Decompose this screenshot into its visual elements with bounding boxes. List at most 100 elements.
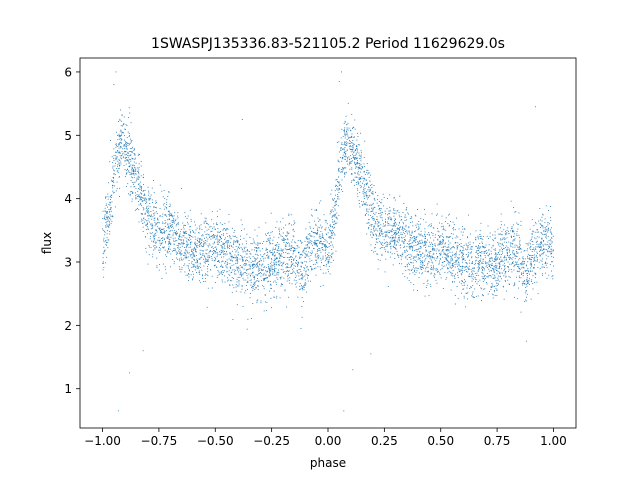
data-point: [188, 273, 189, 274]
data-point: [277, 242, 278, 243]
data-point: [194, 236, 196, 238]
data-point: [236, 281, 238, 283]
data-point: [425, 244, 427, 246]
data-point: [393, 242, 395, 244]
data-point: [462, 246, 464, 248]
data-point: [394, 237, 396, 239]
data-point: [311, 243, 313, 245]
data-point: [372, 208, 374, 210]
data-point: [523, 263, 525, 265]
data-point: [277, 257, 279, 259]
data-point: [348, 158, 350, 160]
data-point: [543, 231, 545, 233]
data-point: [275, 274, 277, 276]
data-point: [120, 140, 122, 142]
data-point: [330, 230, 332, 232]
data-point: [534, 221, 536, 223]
data-point: [529, 273, 530, 275]
data-point: [488, 261, 490, 263]
data-point: [168, 236, 170, 238]
data-point: [476, 257, 478, 259]
data-point: [154, 212, 156, 214]
data-point: [240, 230, 242, 231]
data-point: [273, 269, 275, 271]
data-point: [344, 143, 345, 145]
data-point: [304, 275, 306, 277]
data-point: [226, 271, 228, 272]
data-point: [298, 272, 300, 274]
data-point: [207, 271, 209, 273]
data-point: [454, 247, 455, 249]
data-point: [442, 228, 444, 230]
data-point: [526, 282, 528, 284]
data-point: [284, 257, 286, 258]
data-point: [164, 249, 166, 251]
data-point: [304, 285, 306, 286]
data-point: [291, 261, 293, 263]
data-point: [466, 244, 468, 246]
data-point: [443, 246, 444, 248]
data-point: [204, 217, 206, 219]
data-point: [420, 262, 422, 263]
data-point: [373, 207, 375, 209]
data-point: [203, 281, 205, 282]
data-point: [508, 259, 510, 261]
data-point: [240, 274, 242, 276]
data-point: [243, 268, 245, 270]
data-point: [533, 247, 535, 249]
data-point: [211, 235, 212, 237]
data-point: [173, 243, 175, 245]
data-point: [160, 228, 162, 230]
data-point: [532, 248, 534, 250]
data-point: [243, 272, 245, 273]
data-point: [102, 229, 104, 231]
data-point: [108, 225, 110, 226]
data-point: [125, 145, 127, 147]
data-point: [186, 245, 187, 247]
data-point: [363, 194, 365, 196]
data-point: [443, 251, 445, 253]
data-point: [477, 275, 479, 276]
data-point: [243, 264, 245, 266]
data-point: [405, 224, 407, 226]
data-point: [205, 221, 207, 223]
data-point: [235, 263, 237, 264]
data-point: [497, 242, 499, 244]
data-point: [515, 211, 517, 213]
data-point: [511, 237, 512, 239]
data-point: [425, 237, 426, 239]
data-point: [534, 256, 536, 258]
data-point: [318, 255, 320, 257]
data-point: [149, 221, 150, 223]
data-point: [236, 258, 238, 260]
data-point: [537, 252, 538, 254]
data-point: [478, 246, 480, 248]
data-point: [220, 254, 221, 255]
data-point: [138, 196, 140, 198]
data-point: [213, 237, 215, 239]
data-point: [447, 260, 448, 262]
data-point: [141, 190, 143, 191]
data-point: [418, 227, 420, 229]
data-point: [363, 156, 365, 158]
data-point: [224, 262, 226, 264]
data-point: [338, 176, 339, 178]
data-point: [532, 230, 534, 232]
data-point: [256, 235, 258, 237]
data-point: [221, 256, 223, 258]
data-point: [377, 268, 379, 270]
data-point: [395, 235, 397, 237]
data-point: [258, 247, 260, 249]
data-point: [229, 274, 231, 276]
data-point: [288, 223, 290, 225]
data-point: [434, 237, 436, 239]
data-point: [250, 293, 251, 294]
data-point: [435, 260, 437, 262]
data-point: [252, 272, 253, 274]
data-point: [371, 192, 373, 194]
data-point: [458, 265, 460, 267]
data-point: [324, 245, 326, 247]
data-point: [380, 230, 382, 232]
data-point: [462, 252, 464, 254]
data-point: [379, 235, 381, 237]
